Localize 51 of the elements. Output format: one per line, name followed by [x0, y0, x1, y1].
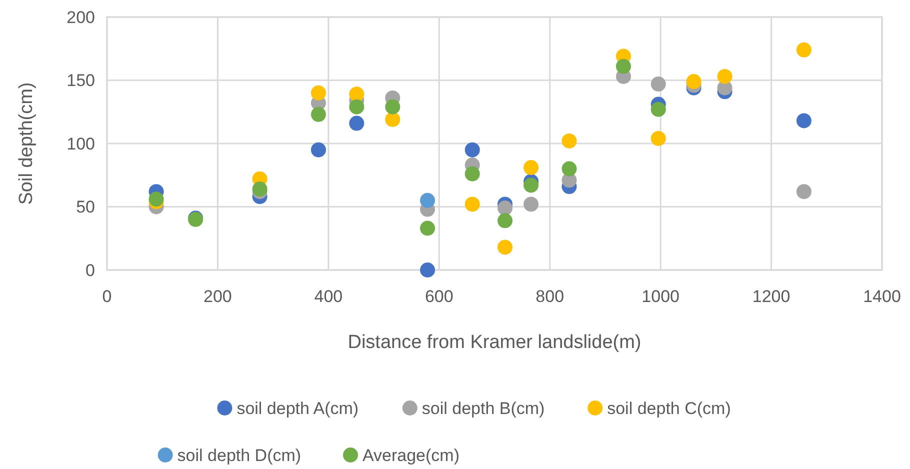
legend-label: soil depth A(cm) — [236, 398, 359, 418]
point — [796, 184, 812, 200]
x-tick-label: 1200 — [752, 287, 790, 306]
x-axis-title: Distance from Kramer landslide(m) — [348, 332, 642, 353]
x-tick-label: 400 — [314, 287, 343, 306]
point — [349, 99, 364, 114]
point — [524, 178, 539, 193]
point — [796, 42, 812, 58]
y-tick-label: 100 — [66, 134, 95, 154]
point — [349, 86, 364, 102]
point — [464, 142, 480, 158]
y-axis-title: Soil depth(cm) — [16, 82, 37, 205]
point — [524, 196, 539, 212]
point — [420, 220, 436, 236]
point — [524, 160, 539, 176]
point — [796, 113, 812, 128]
point — [464, 166, 480, 182]
y-tick-label: 0 — [86, 260, 95, 280]
x-tick-label: 200 — [204, 287, 232, 306]
y-tick-label: 200 — [66, 8, 95, 27]
point — [650, 130, 666, 146]
point — [420, 262, 436, 278]
point — [310, 85, 326, 100]
point — [650, 102, 666, 117]
x-tick-label: 1000 — [642, 287, 680, 306]
point — [498, 213, 513, 228]
y-tick-label: 150 — [66, 71, 95, 90]
x-tick-label: 800 — [536, 287, 564, 306]
legend-label: soil depth B(cm) — [422, 398, 545, 418]
x-tick-label: 600 — [424, 287, 454, 306]
y-tick-label: 50 — [76, 198, 95, 217]
point — [385, 112, 400, 127]
point — [498, 200, 513, 216]
point — [385, 99, 400, 114]
point — [562, 133, 577, 148]
point — [464, 196, 480, 212]
x-tick-label: 1400 — [863, 287, 901, 306]
point — [562, 161, 577, 176]
legend-label: Average(cm) — [362, 446, 460, 465]
point — [310, 106, 326, 122]
legend-label: soil depth C(cm) — [607, 398, 731, 418]
point — [420, 192, 436, 208]
point — [686, 74, 702, 90]
point — [650, 76, 666, 92]
point — [616, 58, 631, 74]
x-tick-label: 0 — [102, 287, 112, 306]
point — [349, 116, 364, 131]
point — [498, 240, 513, 255]
point — [310, 142, 326, 158]
legend-label: soil depth D(cm) — [177, 446, 302, 465]
point — [717, 68, 732, 84]
